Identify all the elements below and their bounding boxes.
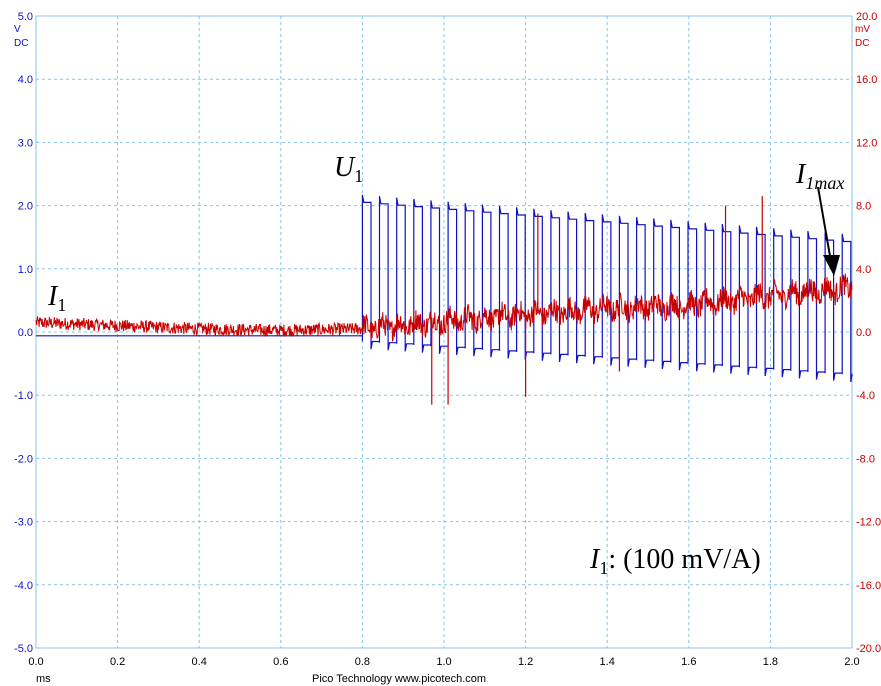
voltage-series: [36, 194, 853, 383]
left-tick-label: -2.0: [14, 453, 33, 465]
left-tick-label: 4.0: [18, 74, 33, 86]
current-trace: [35, 273, 853, 342]
left-axis-unit: V: [14, 24, 21, 35]
footer-brand: Pico Technology www.picotech.com: [312, 673, 486, 685]
annotation-i1max: I1max: [795, 159, 844, 193]
left-tick-label: 2.0: [18, 201, 33, 213]
x-axis-unit: ms: [36, 673, 51, 685]
left-tick-label: -4.0: [14, 580, 33, 592]
plot-frame: [35, 15, 853, 649]
right-tick-label: 8.0: [856, 201, 871, 213]
x-tick-label: 1.6: [681, 656, 696, 668]
x-tick-label: 1.0: [436, 656, 451, 668]
x-tick-label: 1.2: [518, 656, 533, 668]
right-tick-label: -8.0: [856, 453, 875, 465]
left-axis-coupling: DC: [14, 38, 28, 49]
left-tick-label: -1.0: [14, 390, 33, 402]
right-tick-label: 0.0: [856, 327, 871, 339]
left-tick-label: 5.0: [18, 11, 33, 23]
x-tick-label: 0.2: [110, 656, 125, 668]
x-tick-label: 0.6: [273, 656, 288, 668]
annotation-i1: I1: [47, 281, 66, 315]
left-tick-label: 0.0: [18, 327, 33, 339]
x-tick-label: 0.0: [28, 656, 43, 668]
current-series: [35, 196, 853, 405]
left-tick-label: 3.0: [18, 137, 33, 149]
right-tick-label: 4.0: [856, 264, 871, 276]
left-tick-label: 1.0: [18, 264, 33, 276]
right-tick-label: -12.0: [856, 517, 881, 529]
right-tick-label: -20.0: [856, 643, 881, 655]
right-tick-label: 12.0: [856, 137, 877, 149]
right-tick-label: 20.0: [856, 11, 877, 23]
annotation-u1: U1: [334, 152, 363, 186]
right-tick-label: -4.0: [856, 390, 875, 402]
i1max-arrow-line: [817, 186, 831, 257]
left-tick-label: -5.0: [14, 643, 33, 655]
x-tick-label: 1.8: [763, 656, 778, 668]
tick-labels: 5.0 4.0 3.0 2.0 1.0 0.0 -1.0 -2.0 -3.0 -4.0 -5.0 20…: [14, 11, 881, 668]
x-tick-label: 2.0: [844, 656, 859, 668]
i1max-arrow-head: [823, 255, 840, 276]
scale-note: I1: (100 mV/A): [589, 544, 761, 578]
right-axis-coupling: DC: [855, 38, 869, 49]
voltage-trace: [36, 194, 853, 383]
x-tick-label: 0.4: [192, 656, 207, 668]
right-tick-label: -16.0: [856, 580, 881, 592]
left-tick-label: -3.0: [14, 517, 33, 529]
right-tick-label: 16.0: [856, 74, 877, 86]
grid: [35, 15, 853, 649]
x-tick-label: 0.8: [355, 656, 370, 668]
x-tick-label: 1.4: [600, 656, 615, 668]
right-axis-unit: mV: [855, 24, 870, 35]
